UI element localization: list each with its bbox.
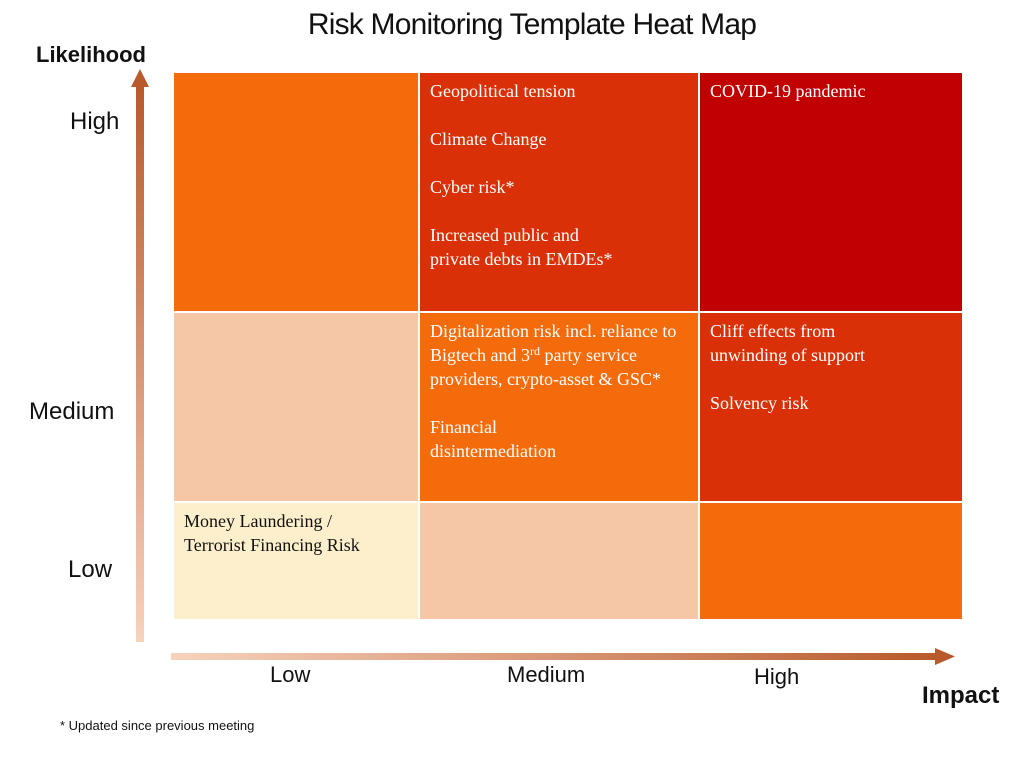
- likelihood-axis-arrow: [131, 69, 149, 642]
- likelihood-level-medium: Medium: [29, 398, 115, 425]
- risk-item: Climate Change: [430, 129, 547, 149]
- likelihood-axis-title: Likelihood: [36, 42, 146, 67]
- risk-item: Financial disintermediation: [430, 417, 556, 461]
- cell-medium-likelihood-medium-impact: Digitalization risk incl. reliance to Bi…: [418, 311, 700, 503]
- risk-item: COVID-19 pandemic: [710, 81, 866, 101]
- cell-high-likelihood-medium-impact: Geopolitical tension Climate Change Cybe…: [418, 71, 700, 313]
- cell-low-likelihood-low-impact: Money Laundering / Terrorist Financing R…: [172, 501, 420, 621]
- cell-low-likelihood-medium-impact: [418, 501, 700, 621]
- likelihood-level-high: High: [70, 108, 120, 135]
- cell-high-likelihood-high-impact: COVID-19 pandemic: [698, 71, 964, 313]
- risk-item: Money Laundering / Terrorist Financing R…: [184, 511, 360, 555]
- cell-medium-likelihood-high-impact: Cliff effects from unwinding of support …: [698, 311, 964, 503]
- impact-level-low: Low: [270, 662, 311, 687]
- risk-item: Cyber risk*: [430, 177, 515, 197]
- heat-map-grid: Geopolitical tension Climate Change Cybe…: [172, 71, 964, 621]
- impact-level-medium: Medium: [507, 662, 586, 687]
- cell-high-likelihood-low-impact: [172, 71, 420, 313]
- likelihood-level-low: Low: [68, 556, 113, 583]
- risk-item: Increased public and private debts in EM…: [430, 225, 613, 269]
- risk-item: Solvency risk: [710, 393, 809, 413]
- footnote: * Updated since previous meeting: [60, 718, 255, 733]
- cell-low-likelihood-high-impact: [698, 501, 964, 621]
- risk-item: Digitalization risk incl. reliance to Bi…: [430, 321, 677, 389]
- risk-item: Cliff effects from unwinding of support: [710, 321, 865, 365]
- page-title: Risk Monitoring Template Heat Map: [307, 8, 757, 41]
- impact-axis-title: Impact: [922, 682, 1000, 709]
- cell-medium-likelihood-low-impact: [172, 311, 420, 503]
- impact-level-high: High: [754, 664, 800, 689]
- risk-item: Geopolitical tension: [430, 81, 576, 101]
- impact-axis-arrow: [171, 648, 955, 665]
